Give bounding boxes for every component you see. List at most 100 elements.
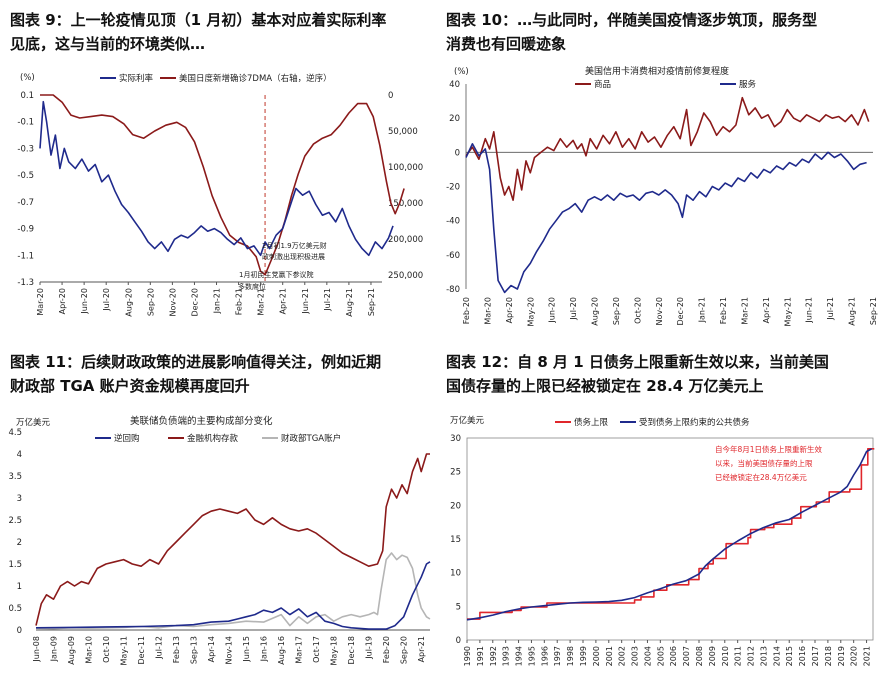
chart3-y-tick: 1 (17, 582, 22, 592)
chart4-x-tick: 2020 (850, 646, 859, 666)
chart4-x-tick: 2013 (759, 646, 768, 666)
chart3-x-tick: Apr-14 (207, 636, 216, 662)
chart2-x-tick: Apr-21 (762, 297, 771, 323)
chart4-x-tick: 2001 (605, 646, 614, 666)
chart2-y-tick: -80 (446, 285, 460, 295)
chart4-x-tick: 2002 (618, 646, 627, 666)
chart2-x-tick: May-21 (783, 297, 792, 326)
panel-3: 图表 11：后续财政政策的进展影响值得关注，例如近期 财政部 TGA 账户资金规… (0, 340, 440, 681)
chart4-y-tick: 20 (450, 501, 461, 511)
chart1-x-tick: Sep-20 (146, 288, 155, 316)
chart1-annotation-4: 多数席位 (238, 282, 266, 291)
chart1-yl-tick: -1.3 (17, 278, 34, 288)
chart1-yr-tick: 50,000 (388, 127, 418, 137)
chart1-x-tick: Nov-20 (168, 288, 177, 316)
chart2-x-tick: Jul-21 (826, 297, 835, 321)
chart2-y-tick: 0 (455, 148, 460, 158)
chart4-x-tick: 2000 (592, 646, 601, 666)
chart3-x-tick: Jul-12 (155, 636, 164, 660)
chart3-x-tick: May-11 (120, 636, 129, 665)
chart4-annotation-3: 已经被锁定在28.4万亿美元 (715, 472, 807, 482)
chart2-y-tick: -40 (446, 217, 460, 227)
chart4-frame (466, 437, 874, 641)
chart1-x-tick: Apr-21 (279, 288, 288, 314)
chart2-x-tick: Oct-20 (633, 297, 642, 324)
chart4-x-tick: 2018 (824, 646, 833, 666)
chart4-x-tick: 1991 (476, 646, 485, 666)
chart3-x-tick: Jun-08 (32, 636, 41, 663)
chart4-annotation-1: 自今年8月1日债务上限重新生效 (715, 444, 823, 454)
chart4-x-tick: 2007 (682, 646, 691, 666)
chart4-y-tick: 5 (456, 602, 461, 612)
chart4-y-tick: 30 (450, 434, 461, 444)
chart3-x-tick: Feb-20 (382, 636, 391, 663)
chart4-x-tick: 2005 (656, 646, 665, 666)
chart3-x-tick: Feb-13 (172, 636, 181, 663)
chart2-x-tick: Jan-21 (698, 297, 707, 323)
chart3-x-tick: May-18 (330, 636, 339, 665)
chart2-series-goods (465, 96, 870, 201)
chart2-x-tick: Aug-21 (848, 297, 857, 326)
chart1-x-tick: Aug-21 (345, 288, 354, 317)
chart1-legend-cases-label: 美国日度新增确诊7DMA（右轴，逆序） (179, 73, 332, 84)
chart1-yr-tick: 100,000 (388, 163, 423, 173)
chart3-series-tga (35, 552, 431, 630)
chart3-x-tick: Oct-17 (312, 636, 321, 663)
chart1-yl-tick: -0.7 (17, 198, 34, 208)
chart2-x-tick: Sep-20 (612, 297, 621, 325)
chart3-y-tick: 3.5 (8, 472, 22, 482)
chart3-x-tick: Mar-10 (85, 636, 94, 664)
chart2-legend-services-label: 服务 (739, 79, 757, 90)
chart2-x-tick: Mar-21 (740, 297, 749, 325)
chart4-y-tick: 25 (450, 468, 461, 478)
chart3-y-tick: 4 (17, 450, 22, 460)
chart2-x-tick: Aug-20 (591, 297, 600, 326)
chart2-x-tick: Feb-20 (462, 297, 471, 324)
chart1-x-tick: Jun-21 (301, 288, 310, 315)
panel-4-title: 图表 12：自 8 月 1 日债务上限重新生效以来，当前美国 国债存量的上限已经… (446, 353, 829, 395)
chart1-x-tick: Feb-21 (235, 288, 244, 315)
chart3-x-tick: Dec-11 (137, 636, 146, 665)
chart1-yl-tick: -0.1 (17, 118, 34, 128)
chart2-x-tick: Apr-20 (505, 297, 514, 323)
chart3-x-tick: Nov-14 (225, 636, 234, 664)
chart4-x-tick: 1994 (515, 646, 524, 666)
chart2-x-tick: Sep-21 (869, 297, 878, 325)
chart3-y-tick: 1.5 (8, 560, 22, 570)
chart2-x-tick: Dec-20 (676, 297, 685, 326)
chart2-x-tick: May-20 (526, 297, 535, 326)
chart2-x-tick: Feb-21 (719, 297, 728, 324)
chart4-x-tick: 1993 (502, 646, 511, 666)
chart4-x-tick: 2004 (643, 646, 652, 666)
chart2-series-services (465, 143, 867, 294)
chart2-legend-goods-label: 商品 (594, 79, 611, 90)
chart3-series-rrp (35, 561, 431, 630)
chart3-x-tick: Jul-19 (365, 636, 374, 660)
chart4-x-tick: 1990 (463, 646, 472, 666)
chart4-x-tick: 1995 (527, 646, 536, 666)
chart3-x-tick: Jan-09 (50, 636, 59, 662)
chart3-x-tick: Oct-10 (102, 636, 111, 663)
chart1-legend-real-rate-label: 实际利率 (119, 73, 154, 84)
chart2-y-tick: -20 (446, 183, 460, 193)
chart4-x-tick: 2017 (811, 646, 820, 666)
chart1-series-real-rate (39, 100, 394, 257)
chart1-yl-tick: -0.3 (17, 144, 34, 154)
chart4-unit: 万亿美元 (450, 415, 485, 426)
chart4-series-ceiling (467, 448, 875, 620)
chart4-legend-debt-label: 受到债务上限约束的公共债务 (639, 417, 750, 428)
chart1-x-tick: Mar-20 (36, 288, 45, 316)
chart4-x-tick: 2021 (863, 646, 872, 666)
chart4-x-tick: 2015 (785, 646, 794, 666)
chart1-series-cases (40, 94, 405, 276)
chart1-x-tick: Jul-21 (323, 288, 332, 312)
chart1-x-tick: Mar-21 (257, 288, 266, 316)
chart3-x-tick: Jan-16 (260, 636, 269, 662)
chart3-legend-deposits-label: 金融机构存款 (187, 433, 239, 444)
chart4-x-tick: 2010 (721, 646, 730, 666)
chart4-x-tick: 2016 (798, 646, 807, 666)
chart4-y-tick: 15 (450, 535, 461, 545)
chart4-x-tick: 1997 (553, 646, 562, 666)
panel-2-title: 图表 10：…与此同时，伴随美国疫情逐步筑顶，服务型 消费也有回暖迹象 (446, 11, 818, 53)
